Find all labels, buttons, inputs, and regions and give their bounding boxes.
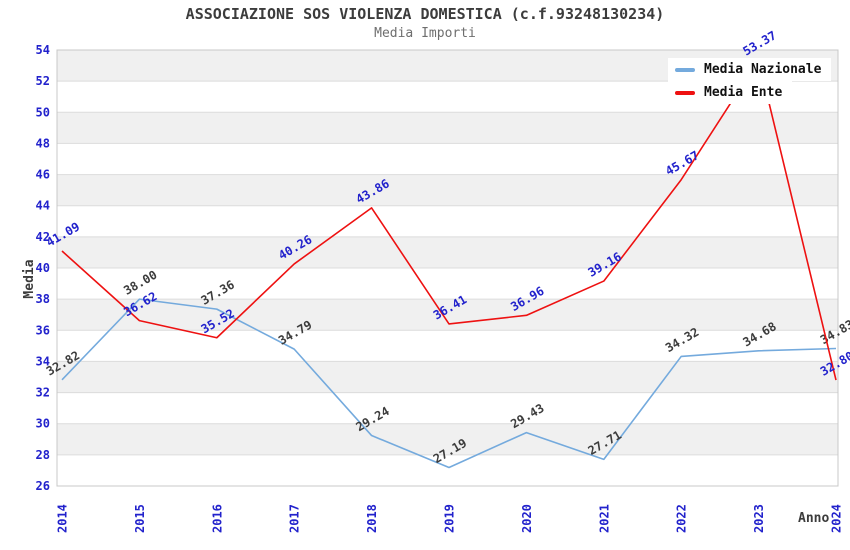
- y-tick-label: 44: [36, 199, 50, 213]
- legend-label: Media Nazionale: [704, 62, 822, 77]
- y-tick-label: 40: [36, 261, 50, 275]
- x-axis-label: Anno: [798, 511, 830, 526]
- y-tick-label: 42: [36, 230, 50, 244]
- x-tick-label: 2022: [675, 504, 689, 533]
- grid-band: [57, 236, 838, 268]
- y-tick-label: 54: [36, 43, 50, 57]
- y-tick-label: 30: [36, 417, 50, 431]
- legend-label: Media Ente: [704, 85, 783, 100]
- y-axis-label: Media: [22, 259, 37, 299]
- x-tick-label: 2018: [365, 504, 379, 533]
- x-tick-label: 2017: [288, 504, 302, 533]
- legend-item-media-nazionale: Media Nazionale: [668, 58, 832, 81]
- y-tick-label: 34: [36, 354, 50, 368]
- point-label-media-ente: 45.67: [663, 148, 701, 178]
- x-tick-label: 2015: [133, 504, 147, 533]
- series-line-media-nazionale: [61, 298, 837, 469]
- grid-band: [57, 361, 838, 393]
- y-tick-label: 28: [36, 448, 50, 462]
- x-tick-label: 2016: [210, 504, 224, 533]
- y-tick-label: 38: [36, 292, 50, 306]
- grid-band: [57, 174, 838, 206]
- grid-band: [57, 423, 838, 455]
- y-tick-label: 26: [36, 479, 50, 493]
- series-line-media-ente: [61, 59, 837, 381]
- chart-title: ASSOCIAZIONE SOS VIOLENZA DOMESTICA (c.f…: [185, 5, 665, 23]
- grid-band: [57, 299, 838, 331]
- x-tick-label: 2024: [830, 504, 844, 533]
- legend-swatch-line-icon: [675, 67, 695, 72]
- x-tick-label: 2020: [520, 504, 534, 533]
- x-tick-label: 2014: [56, 504, 70, 533]
- legend-item-media-ente: Media Ente: [668, 81, 793, 104]
- legend: Media Nazionale Media Ente: [668, 58, 832, 104]
- x-tick-label: 2023: [752, 504, 766, 533]
- y-tick-label: 36: [36, 323, 50, 337]
- plot-border: [56, 49, 839, 487]
- y-tick-label: 32: [36, 386, 50, 400]
- y-tick-label: 52: [36, 74, 50, 88]
- legend-swatch-line-icon: [675, 90, 695, 95]
- y-tick-label: 50: [36, 105, 50, 119]
- chart-subtitle: Media Importi: [374, 26, 476, 41]
- y-tick-label: 46: [36, 168, 50, 182]
- x-tick-label: 2019: [443, 504, 457, 533]
- y-tick-label: 48: [36, 136, 50, 150]
- x-tick-label: 2021: [597, 504, 611, 533]
